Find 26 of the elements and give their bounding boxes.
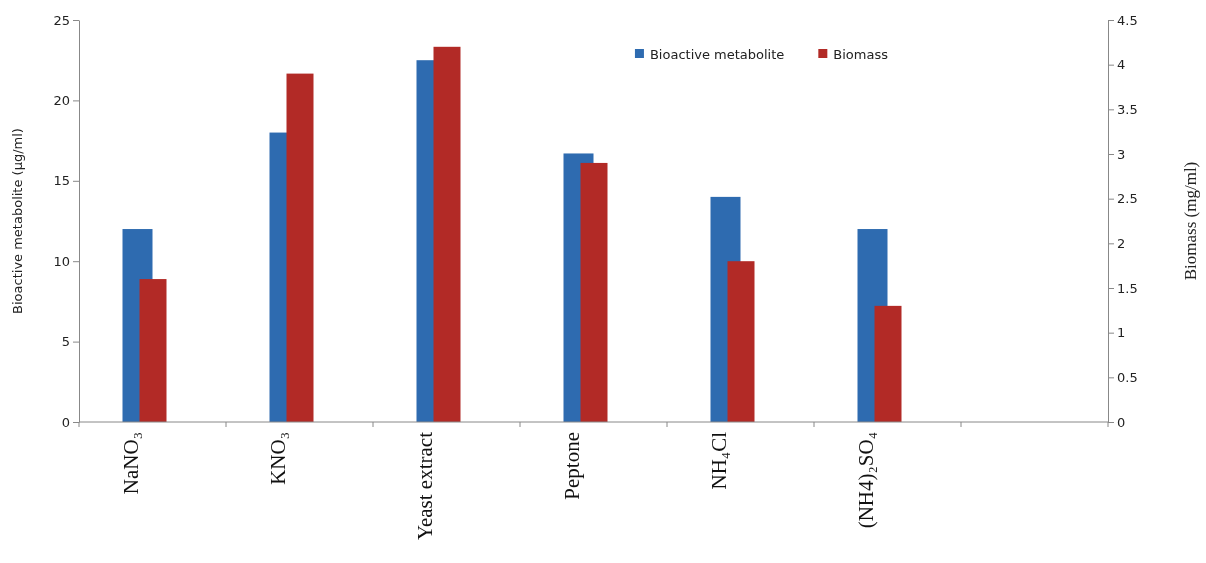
x-tick-label: KNO₃ [265, 432, 290, 485]
y2-tick-label: 3 [1117, 146, 1126, 162]
y-tick-label: 20 [53, 93, 70, 109]
y-axis-title: Bioactive metabolite (µg/ml) [10, 128, 25, 314]
y2-tick-label: 1 [1117, 325, 1126, 341]
legend-label: Biomass [833, 46, 889, 62]
y-tick-label: 10 [53, 253, 70, 269]
y2-tick-label: 2 [1117, 235, 1126, 251]
y-tick-label: 5 [61, 334, 70, 350]
y2-axis-title: Biomass (mg/ml) [1181, 161, 1200, 281]
x-tick-label: NaNO₃ [118, 432, 143, 495]
y2-tick-label: 4 [1117, 57, 1126, 73]
x-tick-label: NH₄Cl [706, 431, 731, 490]
y2-tick-label: 1.5 [1117, 280, 1138, 296]
x-tick-label: Peptone [559, 432, 584, 500]
x-tick-label: (NH4)₂SO₄ [853, 432, 878, 529]
y2-tick-label: 0.5 [1117, 369, 1138, 385]
x-tick-label: Yeast extract [412, 431, 437, 541]
y2-tick-label: 4.5 [1117, 12, 1138, 28]
y2-tick-label: 3.5 [1117, 101, 1138, 117]
y-tick-label: 25 [53, 12, 70, 28]
y2-tick-label: 0 [1117, 414, 1126, 430]
legend-label: Bioactive metabolite [649, 46, 785, 62]
y-tick-label: 15 [53, 173, 70, 189]
y-tick-label: 0 [61, 414, 70, 430]
y2-tick-label: 2.5 [1117, 191, 1138, 207]
